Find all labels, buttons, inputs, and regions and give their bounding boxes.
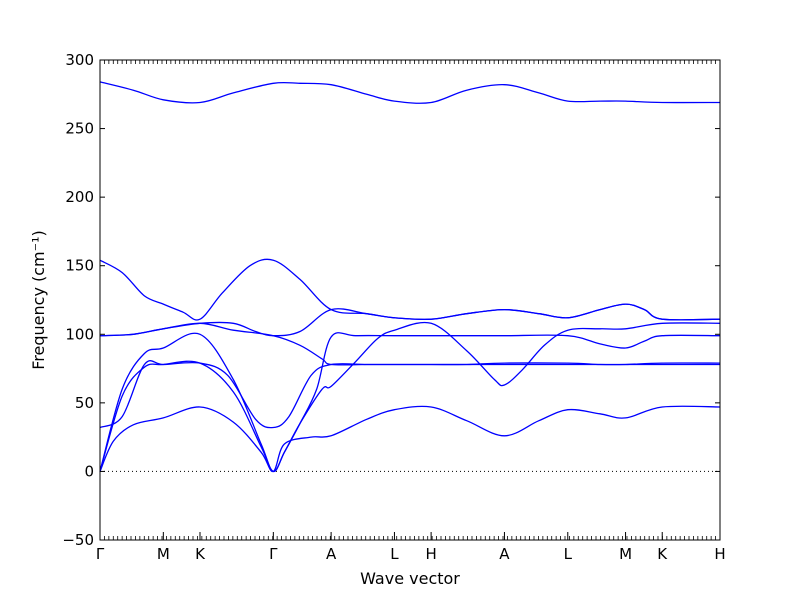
band-7 [99,258,721,321]
band-5 [99,322,720,366]
y-tick-label: 150 [65,257,94,275]
x-tick-label: H [714,545,725,563]
y-tick-label: 250 [65,120,94,138]
band-8 [99,81,721,104]
x-tick-label: A [326,545,337,563]
band-6 [99,303,721,337]
x-tick-label: L [390,545,399,563]
y-tick-label: 100 [65,325,94,343]
plot-frame [99,59,721,541]
x-tick-label: M [157,545,170,563]
y-axis-ticks: −50 0 50 100 150 200 250 300 [62,51,720,549]
y-tick-label: 50 [75,394,94,412]
x-tick-label: A [499,545,510,563]
x-tick-label: L [564,545,573,563]
x-tick-label: K [195,545,206,563]
x-tick-label: M [619,545,632,563]
y-tick-label: 0 [84,462,94,480]
y-tick-label: −50 [62,531,94,549]
y-tick-label: 200 [65,188,94,206]
y-axis-label: Frequency (cm⁻¹) [29,230,48,369]
x-tick-label: H [425,545,436,563]
x-tick-label: K [657,545,668,563]
band-1 [99,405,721,473]
x-tick-label: Γ [96,545,105,563]
y-tick-label: 300 [65,51,94,69]
band-series-layer [99,81,721,473]
x-tick-label: Γ [269,545,278,563]
band-2 [99,321,721,473]
band-3 [99,332,721,473]
x-axis-label: Wave vector [360,569,460,588]
